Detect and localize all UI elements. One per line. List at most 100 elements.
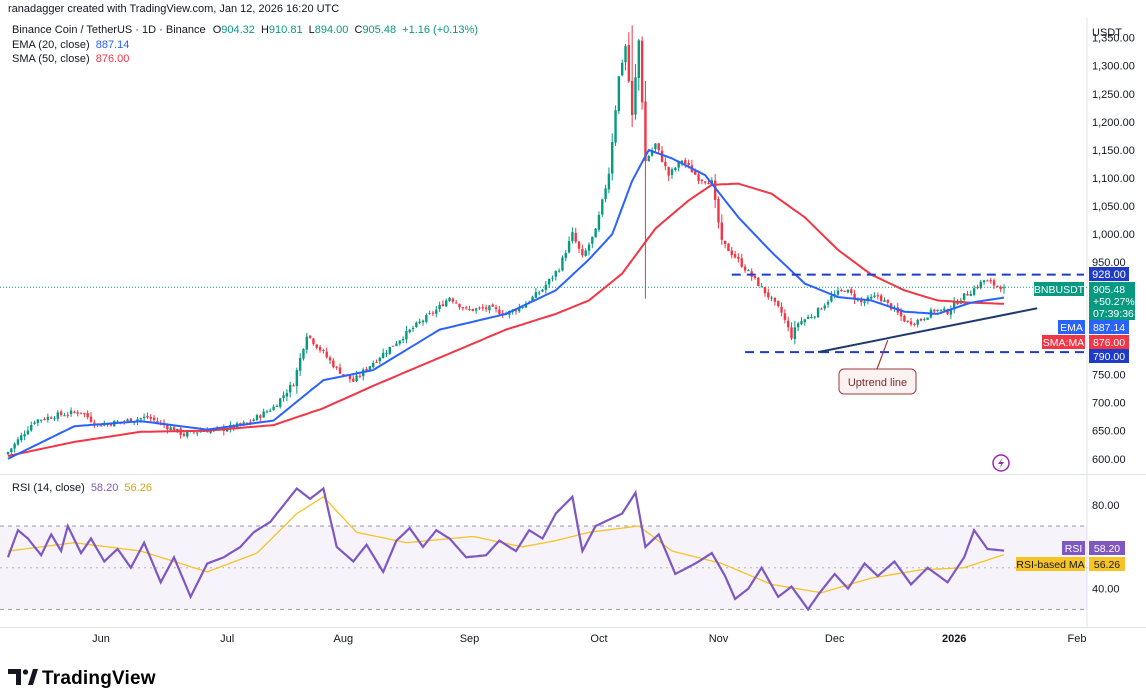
candle-body [747, 270, 750, 272]
candle-body [282, 395, 285, 399]
last-price-value: 905.48 [1093, 284, 1125, 296]
candle-body [717, 199, 720, 223]
symbol-legend[interactable]: Binance Coin / TetherUS · 1D · Binance O… [12, 24, 478, 36]
candle-body [850, 289, 853, 294]
candle-body [840, 290, 843, 292]
candle-body [674, 167, 677, 170]
candle-body [730, 250, 733, 255]
candle-body [445, 300, 448, 307]
candle-body [33, 422, 36, 424]
rsi-legend-label: RSI (14, close) [12, 482, 85, 494]
candle-body [99, 425, 103, 427]
uptrend-callout[interactable] [838, 368, 917, 395]
candle-body [488, 305, 491, 311]
rsi-legend[interactable]: RSI (14, close) 58.20 56.26 [12, 482, 152, 494]
candle-body [458, 303, 461, 308]
candle-body [372, 362, 375, 368]
sma-50-line [7, 182, 1005, 457]
ema-badge-value: 887.14 [1093, 322, 1125, 334]
candle-body [531, 296, 534, 302]
time-tick-label: Jul [220, 633, 234, 645]
candle-body [56, 412, 59, 419]
candle-body [139, 418, 142, 420]
uptrend-line[interactable] [817, 307, 1038, 354]
candle-body [239, 423, 242, 425]
rsi-ma-badge: RSI-based MA 56.26 [1016, 557, 1125, 571]
candle-body [481, 307, 484, 309]
symbol-title: Binance Coin / TetherUS · 1D · Binance [12, 24, 206, 36]
candle-body [591, 236, 594, 244]
candle-body [836, 290, 840, 295]
candle-body [870, 296, 873, 299]
candle-body [451, 298, 455, 302]
candle-body [86, 412, 89, 418]
candle-body [694, 171, 697, 175]
lightning-icon[interactable] [992, 454, 1010, 472]
candle-body [680, 160, 684, 163]
candle-body [53, 418, 56, 420]
candle-body [823, 305, 826, 309]
candle-body [966, 294, 969, 296]
sma-legend[interactable]: SMA (50, close) 876.00 [12, 53, 129, 65]
candle-body [713, 180, 717, 200]
candle-body [292, 385, 295, 387]
candle-body [79, 412, 83, 414]
candle-body [707, 183, 710, 185]
price-axis: 600.00650.00700.00750.00800.00850.00900.… [1092, 33, 1135, 466]
candle-body [806, 316, 810, 319]
candle-body [289, 385, 292, 393]
candle-body [368, 366, 372, 371]
candle-body [647, 156, 650, 162]
time-tick-label: 2026 [942, 633, 966, 645]
candle-body [36, 419, 40, 423]
candle-body [275, 405, 279, 407]
bar-countdown: 07:39:36 [1093, 308, 1134, 320]
candle-body [614, 110, 617, 143]
candle-body [813, 316, 816, 318]
candle-body [667, 167, 670, 176]
candle-body [770, 297, 773, 299]
candle-body [259, 415, 262, 418]
candle-body [69, 410, 73, 415]
candle-body [936, 309, 939, 312]
ema-legend[interactable]: EMA (20, close) 887.14 [12, 39, 129, 51]
time-tick-label: Aug [334, 633, 354, 645]
candle-body [943, 308, 946, 311]
candle-body [255, 415, 259, 420]
candle-body [700, 179, 704, 181]
candle-body [20, 435, 23, 441]
price-tick-label: 1,200.00 [1092, 117, 1135, 129]
candle-body [265, 411, 269, 413]
candle-body [425, 315, 428, 322]
candle-body [584, 250, 587, 256]
candle-body [126, 419, 129, 422]
candle-body [796, 323, 800, 328]
candle-body [249, 421, 252, 423]
candle-body [322, 350, 325, 352]
candle-body [621, 62, 624, 76]
high-label: H [260, 24, 269, 36]
candle-body [727, 243, 730, 252]
candle-body [657, 143, 660, 151]
candle-body [873, 295, 876, 297]
candle-body [305, 336, 308, 350]
rsi-ma-line [7, 495, 1005, 594]
support-badge-value: 790.00 [1093, 351, 1125, 363]
candle-body [753, 276, 757, 278]
candle-body [438, 304, 441, 310]
candle-body [660, 150, 664, 162]
candle-body [401, 339, 405, 341]
candle-body [853, 293, 856, 300]
candle-body [355, 375, 358, 382]
tradingview-brand: TradingView [42, 668, 156, 689]
price-tick-label: 1,050.00 [1092, 201, 1135, 213]
candle-body [378, 357, 382, 362]
rsi-ma-legend-value: 56.26 [124, 482, 152, 494]
candle-body [843, 290, 846, 292]
candle-body [388, 346, 391, 354]
candle-body [385, 352, 388, 354]
candle-body [757, 277, 760, 287]
candle-body [687, 162, 690, 166]
support-badge: 790.00 [1089, 349, 1129, 363]
